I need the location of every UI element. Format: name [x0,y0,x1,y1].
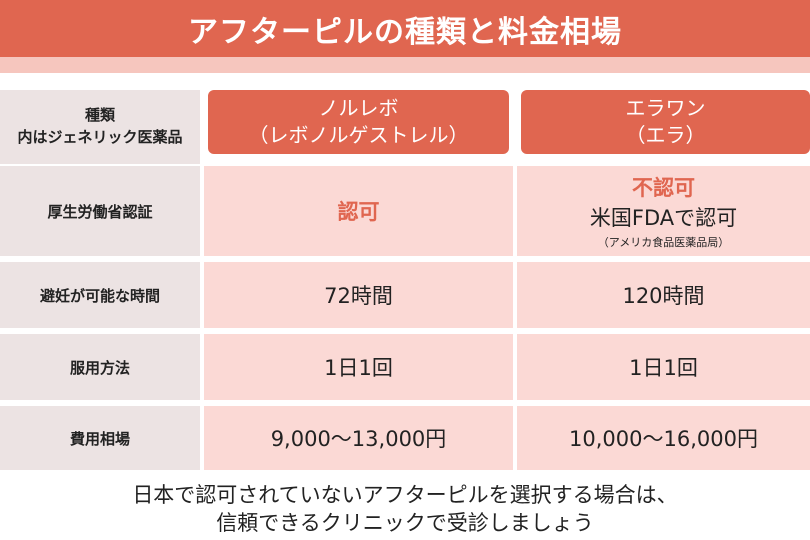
row-dosage-label-text: 服用方法 [69,358,130,377]
header-norlevo: ノルレボ （レボノルゲストレル） [208,90,509,154]
header-ellaone-name: エラワン [625,96,706,120]
approval-note-ellaone: （アメリカ食品医薬品局） [597,236,730,249]
header-norlevo-generic: （レボノルゲストレル） [248,123,469,147]
header-label-line2: 内はジェネリック医薬品 [17,128,183,146]
approval-status-ellaone: 不認可 [632,176,695,200]
row-dosage-ellaone: 1日1回 [517,334,810,400]
footer-line1: 日本で認可されていないアフターピルを選択する場合は、 [132,482,678,507]
header-ellaone-generic: （エラ） [625,123,706,147]
banner-accent-strip [0,57,810,73]
page-title: アフターピルの種類と料金相場 [188,14,622,50]
row-price-label: 費用相場 [0,406,200,470]
row-approval-ellaone: 不認可 米国FDAで認可 （アメリカ食品医薬品局） [517,166,810,256]
row-time-ellaone: 120時間 [517,262,810,328]
time-value-norlevo: 72時間 [324,284,393,308]
row-price-label-text: 費用相場 [69,429,130,448]
row-time-label-text: 避妊が可能な時間 [39,286,160,305]
row-price-norlevo: 9,000〜13,000円 [204,406,513,470]
row-approval-label-text: 厚生労働省認証 [47,202,153,221]
row-dosage-norlevo: 1日1回 [204,334,513,400]
header-label-line1: 種類 [84,106,115,125]
row-approval-norlevo: 認可 [204,166,513,256]
header-norlevo-name: ノルレボ [318,96,399,120]
price-value-ellaone: 10,000〜16,000円 [569,427,758,451]
footer-note: 日本で認可されていないアフターピルを選択する場合は、 信頼できるクリニックで受診… [0,478,810,540]
footer-line2: 信頼できるクリニックで受診しましょう [216,511,594,535]
row-price-ellaone: 10,000〜16,000円 [517,406,810,470]
page-title-banner: アフターピルの種類と料金相場 [0,0,810,57]
price-value-norlevo: 9,000〜13,000円 [270,427,447,451]
approval-detail-ellaone: 米国FDAで認可 [589,206,738,230]
dosage-value-norlevo: 1日1回 [324,356,393,380]
row-time-label: 避妊が可能な時間 [0,262,200,328]
approval-status-norlevo: 認可 [337,200,380,224]
dosage-value-ellaone: 1日1回 [629,356,698,380]
row-dosage-label: 服用方法 [0,334,200,400]
row-time-norlevo: 72時間 [204,262,513,328]
header-ellaone: エラワン （エラ） [521,90,810,154]
row-approval-label: 厚生労働省認証 [0,166,200,256]
time-value-ellaone: 120時間 [622,284,705,308]
header-label-cell: 種類 内はジェネリック医薬品 [0,90,200,164]
